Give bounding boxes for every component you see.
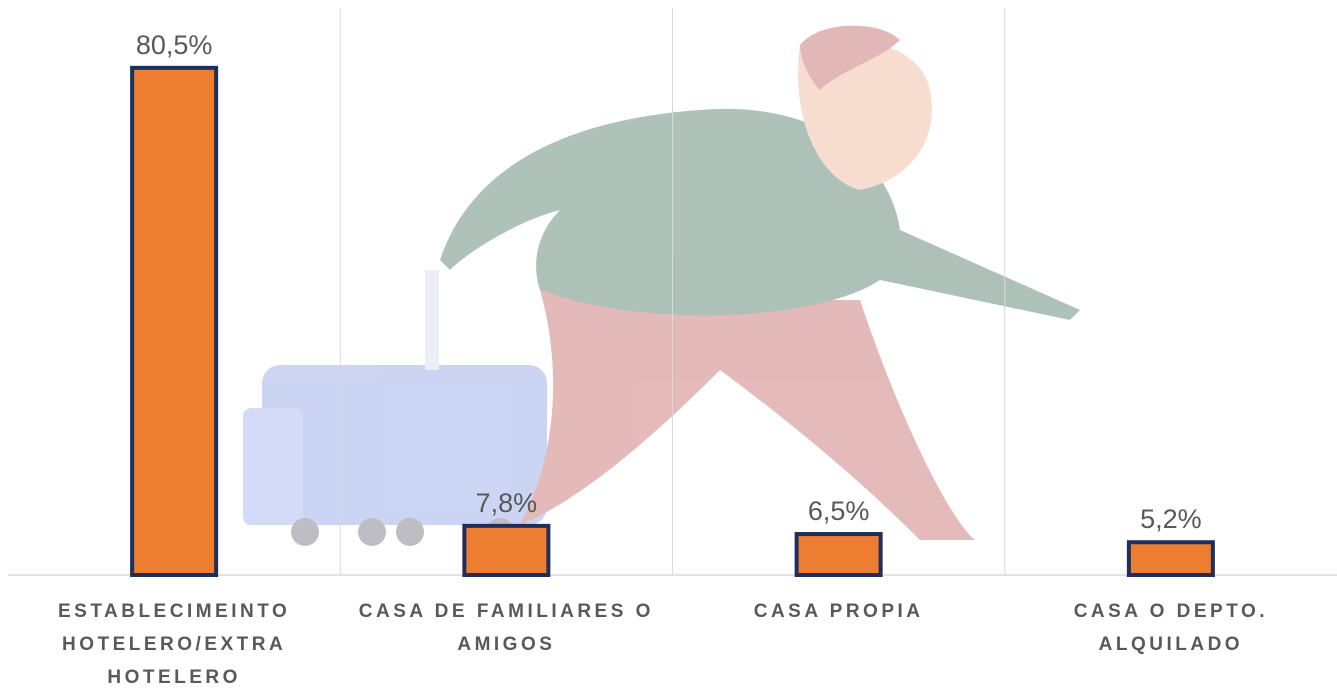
plot-area: 80,5% 7,8% 6,5% 5,2% bbox=[8, 8, 1337, 575]
value-label: 6,5% bbox=[808, 496, 870, 526]
bar bbox=[132, 68, 216, 575]
chart-canvas: 80,5% 7,8% 6,5% 5,2% bbox=[0, 0, 1337, 690]
x-tick-label: CASA O DEPTO. ALQUILADO bbox=[1011, 595, 1331, 661]
bar bbox=[464, 526, 548, 575]
x-tick-label: CASA PROPIA bbox=[679, 595, 999, 628]
x-tick-label: CASA DE FAMILIARES O AMIGOS bbox=[346, 595, 666, 661]
x-tick-label: ESTABLECIMEINTO HOTELERO/EXTRA HOTELERO bbox=[14, 595, 334, 690]
chart: 80,5% 7,8% 6,5% 5,2% ESTABLECIMEINTO HOTELE… bbox=[0, 0, 1337, 690]
value-label: 80,5% bbox=[136, 30, 213, 60]
bar bbox=[797, 534, 881, 575]
value-label: 5,2% bbox=[1140, 504, 1202, 534]
value-label: 7,8% bbox=[476, 488, 538, 518]
background-illustration bbox=[243, 26, 1080, 546]
bar bbox=[1129, 542, 1213, 575]
